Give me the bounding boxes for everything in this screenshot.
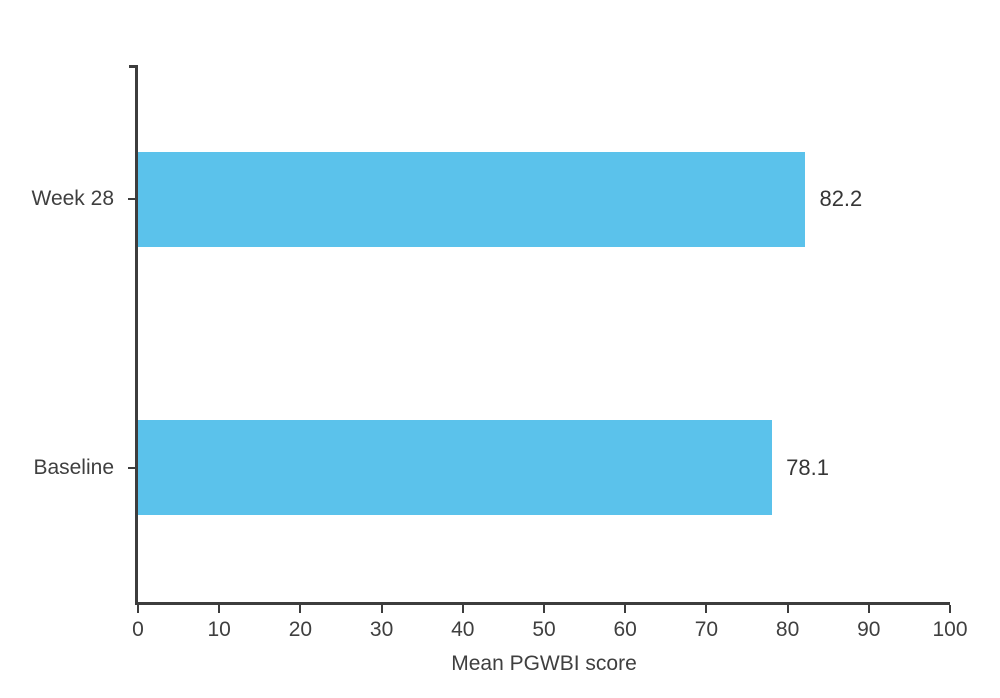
x-tick-mark <box>299 605 302 613</box>
x-tick-mark <box>624 605 627 613</box>
x-tick-label: 30 <box>369 618 394 641</box>
x-tick-label: 70 <box>694 618 719 641</box>
bar <box>138 420 773 516</box>
x-tick-label: 60 <box>613 618 637 641</box>
x-tick-mark <box>867 605 870 613</box>
y-axis-end-tick <box>129 65 136 68</box>
x-tick-label: 80 <box>775 618 800 641</box>
category-label: Week 28 <box>31 187 115 211</box>
y-axis-line <box>135 65 138 605</box>
x-tick-label: 40 <box>451 618 475 641</box>
category-tick-mark <box>128 198 136 201</box>
x-tick-label: 90 <box>857 618 881 641</box>
x-tick-mark <box>543 605 545 613</box>
bar <box>138 151 806 247</box>
category-tick-mark <box>128 466 136 469</box>
x-tick-mark <box>949 605 951 613</box>
x-tick-label: 100 <box>932 618 968 641</box>
x-tick-label: 20 <box>288 618 313 641</box>
x-tick-label: 10 <box>207 618 231 641</box>
x-tick-mark <box>786 605 789 613</box>
x-tick-mark <box>137 605 139 613</box>
x-tick-mark <box>461 605 464 613</box>
x-axis-title: Mean PGWBI score <box>451 652 637 675</box>
x-axis-line <box>135 602 950 605</box>
x-tick-mark <box>380 605 383 613</box>
value-label: 78.1 <box>786 454 829 480</box>
x-tick-mark <box>218 605 221 613</box>
x-tick-label: 0 <box>132 618 144 641</box>
plot-area: 82.2 Week 28 78.1 Baseline 0 10 20 30 40 50 60 70 80… <box>32 65 968 641</box>
value-label: 82.2 <box>819 186 863 212</box>
x-tick-label: 50 <box>532 618 556 641</box>
category-label: Baseline <box>33 455 114 479</box>
x-tick-mark <box>705 605 708 613</box>
